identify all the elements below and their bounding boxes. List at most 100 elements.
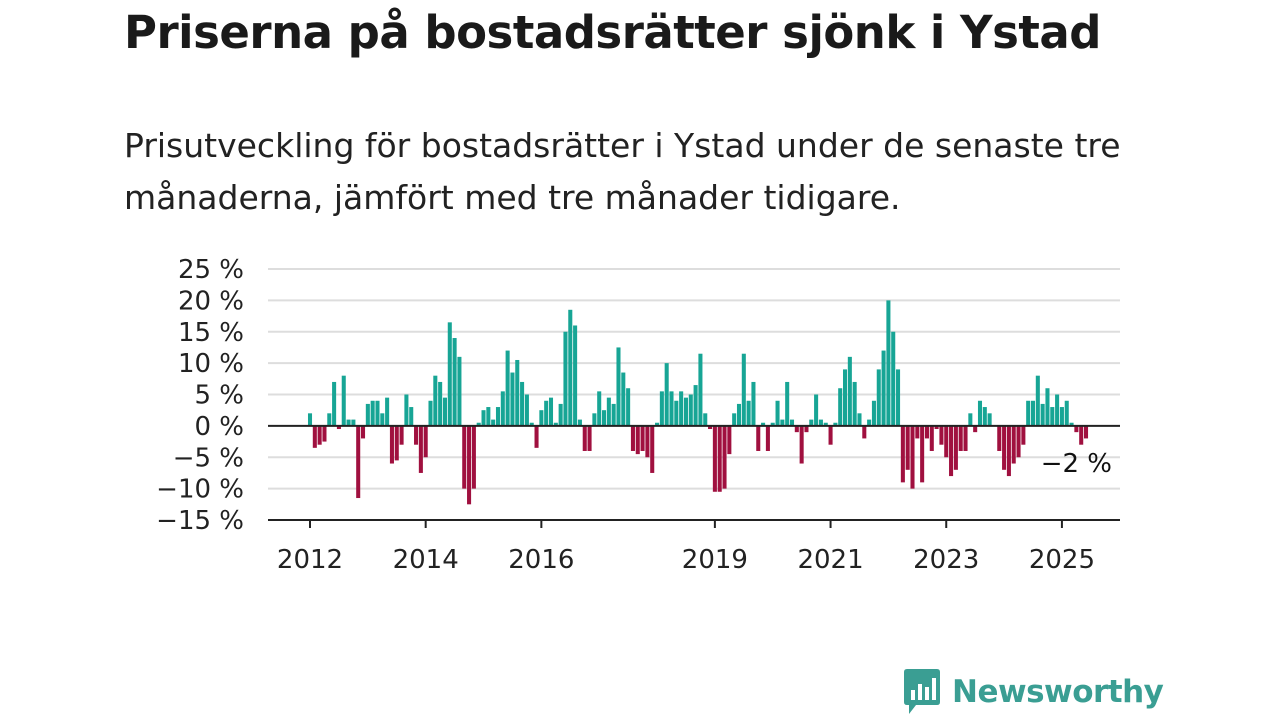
- bar: [741, 353, 746, 426]
- axes: [268, 424, 1120, 521]
- bar: [871, 400, 876, 426]
- x-tick-label: 2021: [797, 545, 863, 575]
- bar: [712, 425, 717, 492]
- bar: [1074, 425, 1079, 433]
- bar: [380, 413, 385, 426]
- bar: [688, 394, 693, 426]
- bar: [414, 425, 419, 445]
- bar: [452, 338, 457, 426]
- bar: [756, 425, 761, 451]
- bar: [495, 407, 501, 426]
- bar: [505, 350, 510, 426]
- newsworthy-icon: [904, 669, 940, 714]
- bar: [433, 375, 438, 426]
- bar: [1030, 400, 1036, 426]
- bar: [968, 413, 973, 426]
- bar: [708, 425, 713, 430]
- bar: [674, 400, 679, 426]
- bar: [1016, 425, 1021, 458]
- bar: [336, 425, 341, 430]
- bar: [987, 413, 992, 426]
- bar: [606, 397, 611, 426]
- bar: [664, 363, 669, 426]
- bar: [520, 381, 525, 426]
- bar: [481, 410, 486, 426]
- bar: [404, 394, 409, 426]
- bar: [370, 400, 375, 426]
- bar: [365, 403, 370, 426]
- bar: [785, 381, 790, 426]
- bar: [361, 425, 366, 439]
- bar: [761, 422, 766, 426]
- bar: [553, 422, 558, 426]
- bar: [524, 394, 529, 426]
- bar: [751, 381, 756, 426]
- bar: [312, 425, 317, 448]
- bar: [789, 419, 795, 426]
- bar: [597, 391, 602, 426]
- bar: [794, 425, 799, 433]
- brand-name: Newsworthy: [952, 674, 1164, 710]
- bar: [650, 425, 655, 473]
- bar: [539, 410, 544, 426]
- bar: [476, 422, 481, 426]
- x-tick-label: 2016: [508, 545, 574, 575]
- bar: [467, 425, 472, 505]
- bar: [915, 425, 920, 439]
- bar: [746, 400, 751, 426]
- bar: [1055, 394, 1060, 426]
- bar: [659, 391, 664, 426]
- x-tick-label: 2025: [1029, 545, 1095, 575]
- x-tick-label: 2019: [682, 545, 748, 575]
- bar: [1050, 407, 1055, 426]
- bar: [770, 422, 775, 426]
- bar: [385, 397, 390, 426]
- bar: [982, 407, 987, 426]
- chart-subtitle: Prisutveckling för bostadsrätter i Ystad…: [124, 126, 1121, 217]
- bar: [809, 419, 814, 426]
- x-tick-label: 2023: [913, 545, 979, 575]
- bar: [717, 425, 722, 492]
- bar: [544, 400, 549, 426]
- bar: [351, 419, 356, 426]
- bar: [529, 422, 534, 426]
- bar: [341, 375, 346, 426]
- y-axis-ticks: 25 %20 %15 %10 %5 %0 %−5 %−10 %−15 %: [156, 255, 244, 536]
- bar: [867, 419, 872, 426]
- bar: [471, 425, 476, 489]
- bar: [626, 388, 631, 426]
- bar: [317, 425, 322, 445]
- bar: [409, 407, 414, 426]
- bar: [500, 391, 505, 426]
- bar: [399, 425, 404, 445]
- bar: [929, 425, 934, 451]
- bar: [799, 425, 804, 464]
- bar: [727, 425, 732, 455]
- bar: [1045, 388, 1050, 426]
- bar: [765, 425, 770, 451]
- bar: [828, 425, 833, 445]
- y-tick-label: 0 %: [194, 412, 244, 442]
- bar: [1040, 403, 1045, 426]
- bar: [683, 397, 688, 426]
- bar: [616, 347, 621, 426]
- bar: [346, 419, 351, 426]
- x-tick-label: 2012: [277, 545, 343, 575]
- bar: [573, 325, 578, 426]
- y-tick-label: 10 %: [178, 349, 244, 379]
- chart-title: Priserna på bostadsrätter sjönk i Ystad: [124, 6, 1101, 59]
- bar: [891, 331, 896, 426]
- bar: [1006, 425, 1011, 477]
- bar: [592, 413, 597, 426]
- bar: [934, 425, 939, 430]
- y-tick-label: −15 %: [156, 506, 244, 536]
- bar: [645, 425, 650, 458]
- bar: [630, 425, 635, 451]
- bar: [814, 394, 819, 426]
- bar: [563, 331, 568, 426]
- bar: [977, 400, 983, 426]
- bar: [944, 425, 949, 458]
- bars: [307, 300, 1089, 505]
- bar: [1021, 425, 1026, 445]
- bar: [515, 359, 520, 426]
